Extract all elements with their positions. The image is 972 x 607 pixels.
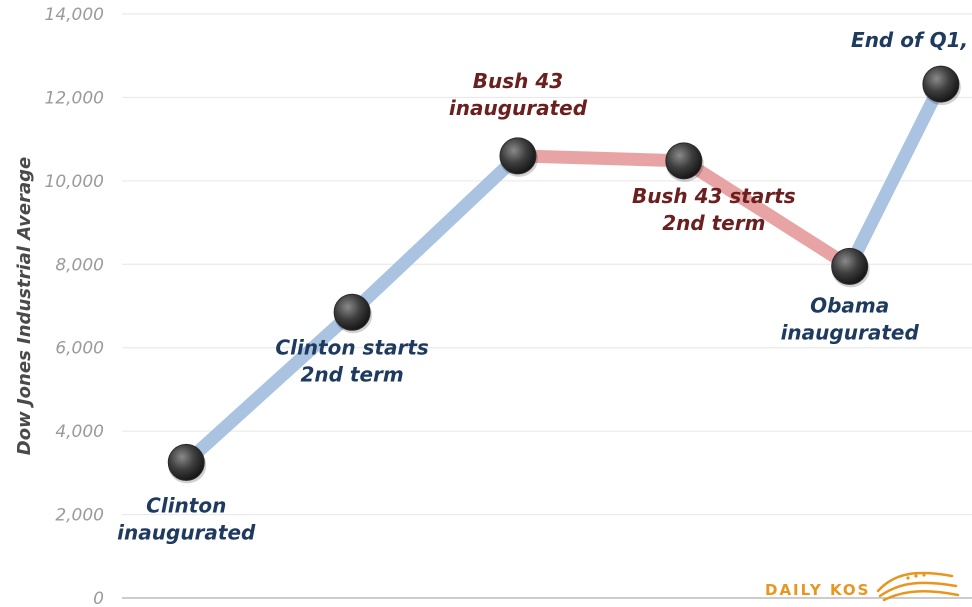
line-segment (347, 151, 523, 317)
brand-text: DAILY KOS (765, 581, 870, 599)
data-point (922, 65, 960, 103)
annotation-label: Bush 43 inaugurated (449, 69, 588, 120)
stars-icon (906, 573, 926, 580)
data-point (333, 293, 371, 331)
y-tick-label: 12,000 (45, 88, 104, 108)
flag-swoosh-icon (876, 571, 960, 602)
y-tick-label: 4,000 (55, 422, 104, 442)
y-tick-label: 10,000 (45, 172, 104, 192)
y-axis-label: Dow Jones Industrial Average (14, 157, 35, 455)
series-line (181, 81, 947, 468)
y-axis-tick-labels: 0 2,000 4,000 6,000 8,000 10,000 12,000 14,000 (45, 5, 104, 607)
gridlines (122, 13, 972, 516)
daily-kos-logo: DAILY KOS (765, 571, 960, 602)
annotation-label: End of Q1, 2011 (851, 28, 972, 52)
line-segment (843, 81, 947, 270)
data-point (665, 142, 703, 180)
data-points (167, 65, 961, 484)
line-segment (517, 149, 685, 168)
annotation-label: Bush 43 starts 2nd term (632, 184, 796, 235)
line-segment (680, 155, 854, 272)
y-tick-label: 14,000 (45, 5, 104, 25)
line-segment (181, 307, 357, 468)
data-point (831, 247, 869, 285)
data-point (167, 443, 205, 481)
annotation-label: Clinton inaugurated (117, 493, 256, 544)
annotation-label: Obama inaugurated (781, 293, 920, 344)
y-tick-label: 2,000 (55, 506, 104, 526)
annotations: Clinton inaugurated Clinton starts 2nd term… (117, 28, 972, 544)
y-tick-label: 6,000 (55, 339, 104, 359)
y-tick-label: 0 (93, 589, 104, 607)
annotation-label: Clinton starts 2nd term (275, 335, 429, 386)
y-tick-label: 8,000 (55, 255, 104, 275)
data-point (499, 137, 537, 175)
